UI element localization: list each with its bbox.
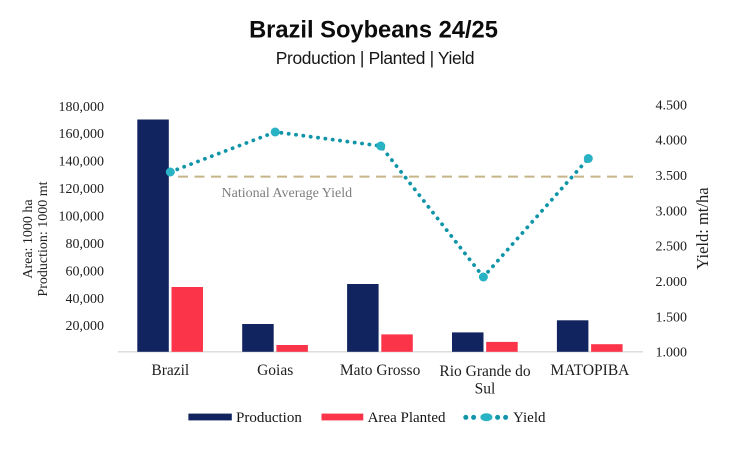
svg-text:180,000: 180,000 — [59, 100, 105, 115]
svg-text:Sul: Sul — [475, 380, 496, 397]
svg-text:Goias: Goias — [257, 362, 293, 379]
svg-text:2.000: 2.000 — [656, 275, 688, 290]
svg-text:1.000: 1.000 — [656, 346, 688, 361]
svg-text:Production: Production — [236, 410, 302, 426]
svg-text:Area: 1000 ha: Area: 1000 ha — [21, 199, 36, 279]
svg-text:Production: 1000 mt: Production: 1000 mt — [36, 181, 51, 296]
svg-text:60,000: 60,000 — [66, 264, 105, 279]
svg-text:120,000: 120,000 — [59, 182, 105, 197]
svg-text:Area Planted: Area Planted — [368, 410, 446, 426]
svg-text:140,000: 140,000 — [59, 155, 105, 170]
svg-text:National Average Yield: National Average Yield — [222, 186, 353, 201]
svg-text:3.500: 3.500 — [656, 169, 688, 184]
svg-text:4.000: 4.000 — [656, 134, 688, 149]
svg-text:Yield: Yield — [513, 410, 546, 426]
svg-text:Brazil: Brazil — [151, 362, 189, 379]
svg-text:160,000: 160,000 — [59, 127, 105, 142]
svg-text:Mato Grosso: Mato Grosso — [340, 362, 421, 379]
svg-text:Yield: mt/ha: Yield: mt/ha — [693, 187, 712, 270]
svg-text:3.000: 3.000 — [656, 204, 688, 219]
svg-text:2.500: 2.500 — [656, 240, 688, 255]
svg-text:Production | Planted | Yield: Production | Planted | Yield — [276, 48, 474, 68]
svg-text:80,000: 80,000 — [66, 237, 105, 252]
svg-text:MATOPIBA: MATOPIBA — [550, 362, 630, 379]
svg-text:Rio Grande do: Rio Grande do — [439, 363, 531, 380]
svg-text:40,000: 40,000 — [66, 292, 105, 307]
svg-text:4.500: 4.500 — [656, 98, 688, 113]
svg-text:20,000: 20,000 — [66, 319, 105, 334]
svg-text:100,000: 100,000 — [59, 210, 105, 225]
svg-text:1.500: 1.500 — [656, 310, 688, 325]
svg-text:Brazil Soybeans 24/25: Brazil Soybeans 24/25 — [249, 18, 498, 44]
